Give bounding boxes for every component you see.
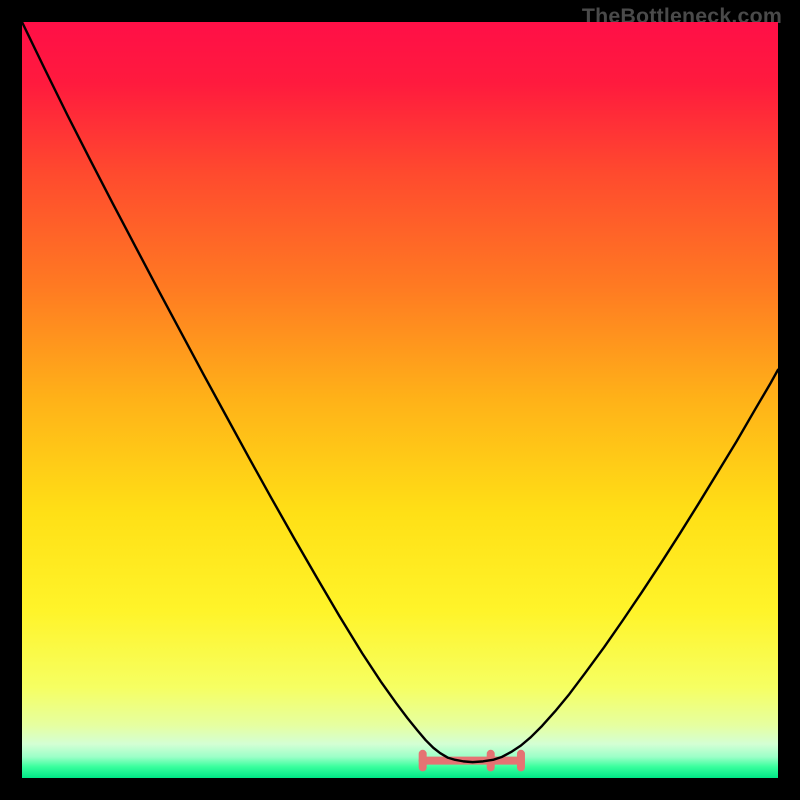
gradient-background bbox=[22, 22, 778, 778]
chart-frame: TheBottleneck.com bbox=[0, 0, 800, 800]
bottleneck-curve-plot bbox=[22, 22, 778, 778]
plot-svg bbox=[22, 22, 778, 778]
